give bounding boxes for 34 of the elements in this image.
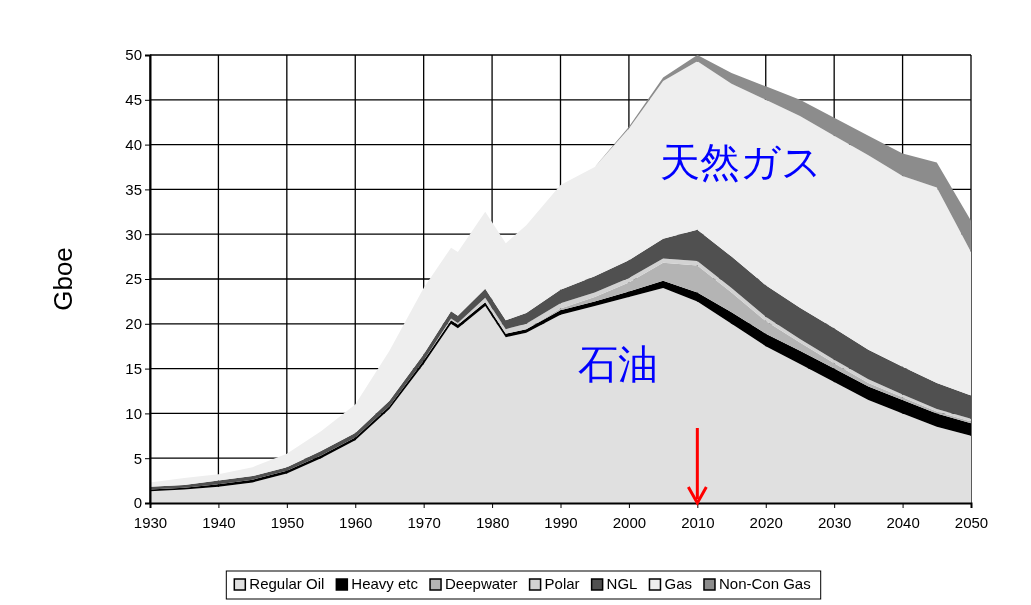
x-tick-label: 1970 — [407, 513, 441, 531]
legend-label: Polar — [544, 575, 580, 592]
x-tick-label: 2000 — [612, 513, 647, 531]
x-tick-label: 1980 — [475, 513, 510, 531]
y-tick-label: 20 — [125, 315, 142, 333]
legend-label: Deepwater — [445, 575, 518, 592]
annotation: 石油 — [577, 340, 658, 387]
x-tick-label: 2040 — [886, 513, 920, 531]
y-tick-label: 0 — [133, 494, 142, 512]
x-tick-label: 2030 — [817, 513, 852, 531]
y-tick-label: 10 — [125, 404, 142, 422]
y-tick-label: 45 — [125, 91, 142, 109]
x-tick-label: 1990 — [544, 513, 578, 531]
annotation: 天然ガス — [660, 138, 823, 185]
legend-label: Non-Con Gas — [718, 575, 811, 592]
y-tick-label: 15 — [125, 359, 142, 377]
y-axis-title: Gboe — [48, 247, 78, 311]
y-tick-label: 40 — [125, 135, 142, 153]
y-tick-label: 35 — [125, 180, 142, 198]
x-tick-label: 1940 — [202, 513, 236, 531]
x-tick-label: 1950 — [270, 513, 305, 531]
legend-label: Regular Oil — [249, 575, 325, 592]
y-tick-label: 50 — [125, 46, 142, 64]
x-tick-label: 1960 — [339, 513, 373, 531]
x-tick-label: 1930 — [133, 513, 168, 531]
legend-label: NGL — [606, 575, 638, 592]
legend-label: Gas — [664, 575, 692, 592]
x-tick-label: 2050 — [954, 513, 989, 531]
y-tick-label: 25 — [125, 270, 142, 288]
y-tick-label: 5 — [133, 449, 142, 467]
legend-label: Heavy etc — [351, 575, 419, 592]
x-tick-label: 2010 — [681, 513, 715, 531]
x-tick-label: 2020 — [749, 513, 783, 531]
y-tick-label: 30 — [125, 225, 142, 243]
